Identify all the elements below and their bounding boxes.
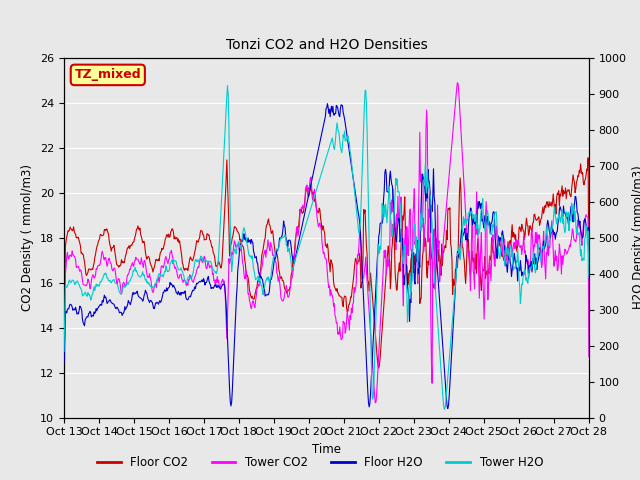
X-axis label: Time: Time xyxy=(312,443,341,456)
Y-axis label: H2O Density (mmol/m3): H2O Density (mmol/m3) xyxy=(632,166,640,310)
Title: Tonzi CO2 and H2O Densities: Tonzi CO2 and H2O Densities xyxy=(225,38,428,52)
Y-axis label: CO2 Density ( mmol/m3): CO2 Density ( mmol/m3) xyxy=(22,164,35,311)
Legend: Floor CO2, Tower CO2, Floor H2O, Tower H2O: Floor CO2, Tower CO2, Floor H2O, Tower H… xyxy=(92,452,548,474)
Text: TZ_mixed: TZ_mixed xyxy=(74,68,141,82)
